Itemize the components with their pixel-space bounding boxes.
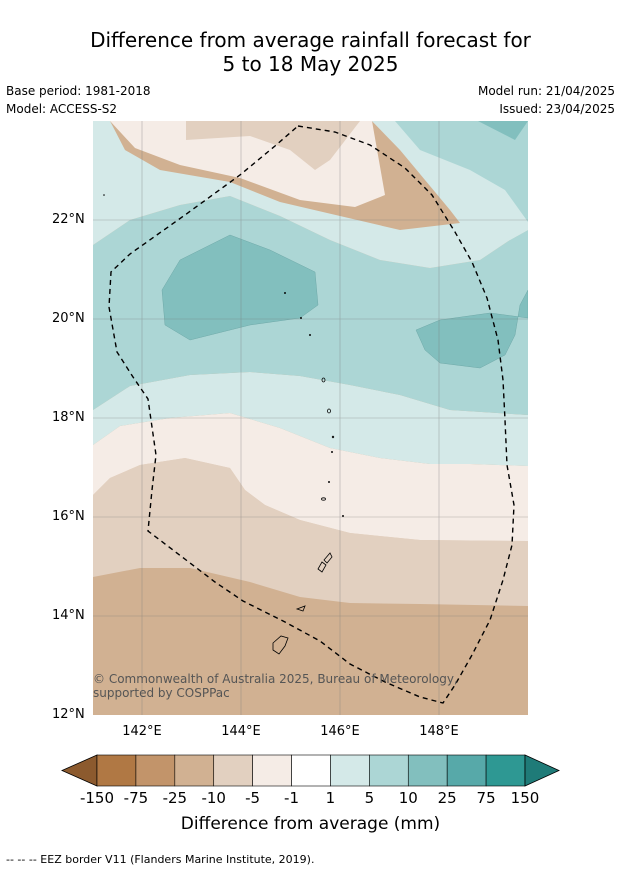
band-plus-10-east <box>415 289 528 369</box>
colorbar-tick-label: -25 <box>162 789 188 807</box>
map-title: Difference from average rainfall forecas… <box>0 28 621 76</box>
colorbar-tick-label: 1 <box>325 789 336 807</box>
colorbar-cell <box>485 754 526 787</box>
lat-label: 12°N <box>52 707 85 722</box>
rota-island <box>295 605 306 612</box>
band-minus-5 <box>93 458 528 606</box>
lat-label: 20°N <box>52 311 85 326</box>
copyright-credit: © Commonwealth of Australia 2025, Bureau… <box>93 672 458 700</box>
islet <box>308 333 311 336</box>
meta-right: Model run: 21/04/2025 Issued: 23/04/2025 <box>478 82 615 118</box>
lat-label: 18°N <box>52 410 85 425</box>
colorbar-cell <box>407 754 448 787</box>
base-period: Base period: 1981-2018 <box>6 84 151 98</box>
meta-left: Base period: 1981-2018 Model: ACCESS-S2 <box>6 82 151 118</box>
colorbar-tick-label: -1 <box>284 789 300 807</box>
island-outlines <box>103 194 344 655</box>
model-run: Model run: 21/04/2025 <box>477 84 615 98</box>
colorbar-cell <box>369 754 409 787</box>
colorbar-title: Difference from average (mm) <box>180 814 441 834</box>
colorbar-cell <box>446 754 487 787</box>
islet <box>341 515 344 518</box>
lon-label: 142°E <box>122 724 162 739</box>
colorbar-tick-label: -75 <box>123 789 149 807</box>
islet <box>330 450 333 453</box>
colorbar-extend-low <box>61 754 98 787</box>
colorbar-cells <box>61 754 560 787</box>
colorbar-tick-label: -5 <box>245 789 261 807</box>
colorbar-extend-high <box>524 754 560 787</box>
grid-lines <box>93 121 528 715</box>
lat-label: 16°N <box>52 509 85 524</box>
lon-label: 148°E <box>419 724 459 739</box>
islet <box>103 194 105 196</box>
islet <box>321 377 326 383</box>
colorbar-tick-label: -10 <box>201 789 226 807</box>
band-minus-1 <box>93 413 528 541</box>
colorbar-tick-label: 10 <box>398 789 418 807</box>
colorbar-cell <box>213 754 253 787</box>
band-plus-10-northeast <box>478 121 528 140</box>
lat-label: 22°N <box>52 212 85 227</box>
colorbar-cell <box>174 754 215 787</box>
eez-footnote: -- -- -- EEZ border V11 (Flanders Marine… <box>6 853 315 866</box>
title-line-1: Difference from average rainfall forecas… <box>90 28 531 52</box>
colorbar-tick-label: 150 <box>510 789 540 807</box>
islet <box>331 435 335 439</box>
guam-island <box>272 635 289 655</box>
title-line-2: 5 to 18 May 2025 <box>222 52 399 76</box>
colorbar-tick-label: 25 <box>437 789 457 807</box>
islet <box>327 408 331 414</box>
colorbar-cell <box>252 754 292 787</box>
islet <box>299 316 302 319</box>
colorbar-tick-label: 5 <box>364 789 375 807</box>
tinian-island <box>317 561 327 573</box>
colorbar-cell <box>135 754 176 787</box>
lat-label: 14°N <box>52 608 85 623</box>
band-plus-5-northeast <box>395 121 528 222</box>
colorbar-tick-label: -150 <box>79 789 115 807</box>
islet <box>327 480 330 483</box>
lon-label: 146°E <box>320 724 360 739</box>
issued-date: Issued: 23/04/2025 <box>499 102 615 116</box>
islet <box>321 497 326 501</box>
eez-border <box>108 125 515 704</box>
lon-label: 144°E <box>221 724 261 739</box>
islet <box>283 291 286 294</box>
colorbar-cell <box>96 754 137 787</box>
colorbar-cell <box>330 754 370 787</box>
saipan-island <box>323 552 333 564</box>
band-plus-1-south <box>93 372 528 466</box>
colorbar-cell <box>291 754 331 787</box>
band-minus-5-north <box>186 121 360 170</box>
colorbar-tick-label: 75 <box>476 789 496 807</box>
model-name: Model: ACCESS-S2 <box>6 102 118 116</box>
